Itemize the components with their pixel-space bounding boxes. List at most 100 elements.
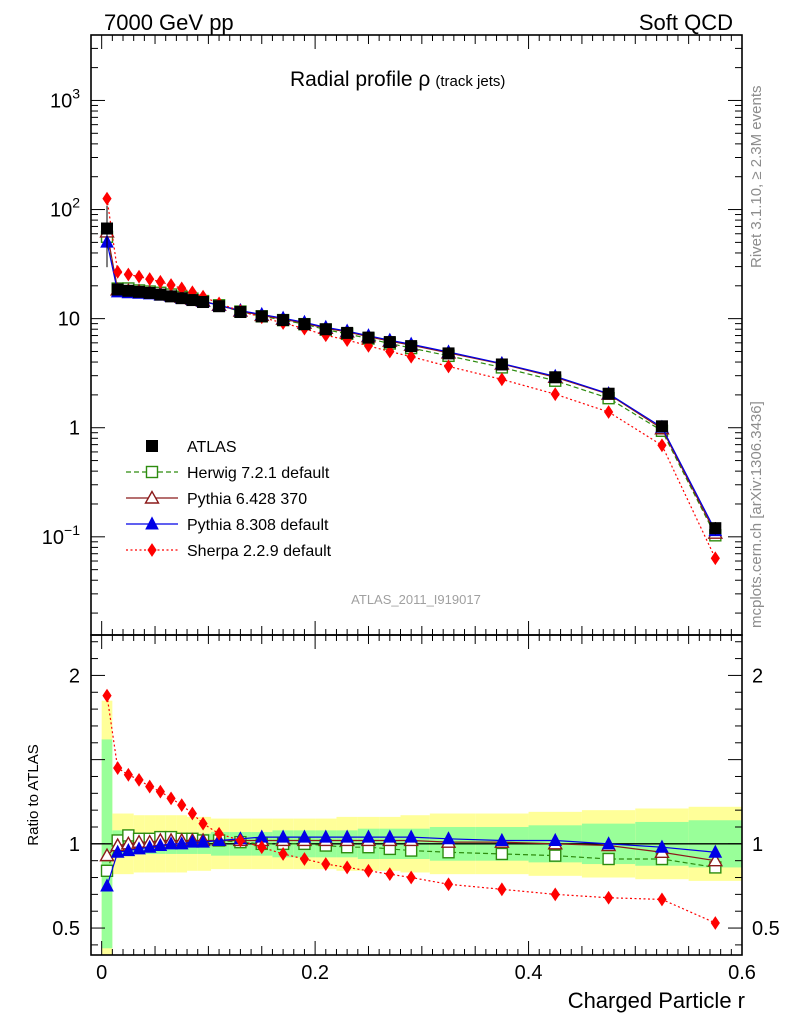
legend-item: Pythia 8.308 default xyxy=(126,516,329,534)
x-tick-label: 0.4 xyxy=(515,962,543,984)
data-point xyxy=(443,359,454,374)
data-point xyxy=(177,798,187,813)
data-point xyxy=(550,887,560,902)
data-point xyxy=(134,269,144,284)
data-point xyxy=(601,836,616,850)
data-point xyxy=(443,877,454,892)
data-point xyxy=(145,779,155,794)
data-point xyxy=(321,857,331,871)
y-tick-label: 102 xyxy=(50,195,80,222)
data-point xyxy=(197,296,210,309)
data-point xyxy=(548,832,563,846)
ratio-plot-area xyxy=(91,688,742,955)
data-point xyxy=(549,849,562,862)
data-point xyxy=(234,306,247,319)
source-info-label: mcplots.cern.ch [arXiv:1306.3436] xyxy=(748,401,765,628)
data-point xyxy=(101,222,114,235)
y-tick-label: 10−1 xyxy=(42,522,80,549)
data-point xyxy=(404,829,418,843)
data-point xyxy=(110,844,125,858)
data-point xyxy=(383,336,396,349)
main-axis-ticks: 10−1 1 10 102 103 xyxy=(42,47,742,614)
chart-title: Radial profile ρ (track jets) xyxy=(290,68,505,91)
data-point xyxy=(550,387,560,402)
data-point xyxy=(318,829,333,843)
legend: ATLAS Herwig 7.2.1 default Pythia 6.428 37… xyxy=(126,439,332,560)
legend-label: Pythia 6.428 370 xyxy=(187,491,307,508)
x-tick-label: 0 xyxy=(96,962,107,984)
data-point xyxy=(111,283,124,296)
data-point xyxy=(342,860,352,875)
y-tick-label: 1 xyxy=(69,418,80,440)
data-point xyxy=(362,331,375,344)
data-point xyxy=(361,829,376,843)
data-point xyxy=(214,826,224,841)
series-line xyxy=(106,236,716,536)
data-point xyxy=(213,300,226,313)
data-point xyxy=(198,816,208,831)
data-point xyxy=(406,349,416,364)
data-point xyxy=(113,761,123,775)
data-point xyxy=(164,836,178,850)
data-point xyxy=(187,806,197,821)
data-point xyxy=(185,834,200,848)
data-point xyxy=(710,916,720,930)
data-point xyxy=(655,839,669,853)
data-point xyxy=(495,847,509,861)
data-point xyxy=(155,784,165,799)
data-point xyxy=(549,371,562,384)
legend-marker xyxy=(144,490,160,504)
data-point xyxy=(196,834,210,848)
data-point xyxy=(121,842,136,857)
x-tick-label: 0.6 xyxy=(728,962,756,984)
ratio-series-sherpa-2-2-9-default xyxy=(102,688,720,930)
ratio-y-tick-label-left: 1 xyxy=(69,834,80,856)
legend-marker xyxy=(145,465,159,479)
data-point xyxy=(385,867,395,882)
data-point xyxy=(257,840,267,855)
data-point xyxy=(235,833,246,848)
rivet-info-label: Rivet 3.1.10, ≥ 2.3M events xyxy=(748,85,765,269)
data-point xyxy=(404,844,418,857)
data-point xyxy=(175,292,188,305)
data-point xyxy=(497,882,507,897)
data-point xyxy=(382,829,397,843)
data-point xyxy=(602,852,615,866)
y-tick-label: 103 xyxy=(50,85,80,112)
data-point xyxy=(153,837,168,852)
legend-marker xyxy=(145,516,159,530)
legend-label: Pythia 8.308 default xyxy=(187,517,329,534)
data-point xyxy=(276,829,290,843)
data-point xyxy=(99,847,115,862)
main-panel: 10−1 1 10 102 103 Radial profile ρ (track jet… xyxy=(42,34,743,636)
legend-label: Sherpa 2.2.9 default xyxy=(187,543,332,560)
data-point xyxy=(143,286,156,299)
ratio-panel: 0.5 0.5 1 1 2 2 Ratio to ATLAS xyxy=(25,634,780,956)
legend-item: Sherpa 2.2.9 default xyxy=(126,543,332,560)
data-point xyxy=(363,863,374,878)
data-point xyxy=(298,318,311,331)
data-point xyxy=(708,844,723,858)
data-point xyxy=(123,267,133,282)
data-point xyxy=(442,347,455,360)
data-point xyxy=(497,372,507,387)
data-point xyxy=(102,191,112,206)
data-point xyxy=(602,387,615,400)
data-point xyxy=(657,438,667,453)
legend-item: Herwig 7.2.1 default xyxy=(126,465,330,482)
ratio-axis-label: Ratio to ATLAS xyxy=(25,744,42,845)
data-point xyxy=(297,829,312,843)
data-point xyxy=(122,284,135,297)
legend-marker xyxy=(146,440,158,452)
analysis-watermark: ATLAS_2011_I919017 xyxy=(351,592,481,607)
data-point xyxy=(123,767,133,782)
data-point xyxy=(100,864,114,877)
data-point xyxy=(134,772,144,787)
legend-label: ATLAS xyxy=(187,439,237,456)
data-point xyxy=(174,836,189,850)
data-point xyxy=(495,832,509,846)
data-point xyxy=(657,892,667,907)
y-tick-label: 10 xyxy=(58,309,80,331)
legend-item: ATLAS xyxy=(146,439,237,456)
main-series-sherpa-2-2-9-default xyxy=(102,191,720,566)
